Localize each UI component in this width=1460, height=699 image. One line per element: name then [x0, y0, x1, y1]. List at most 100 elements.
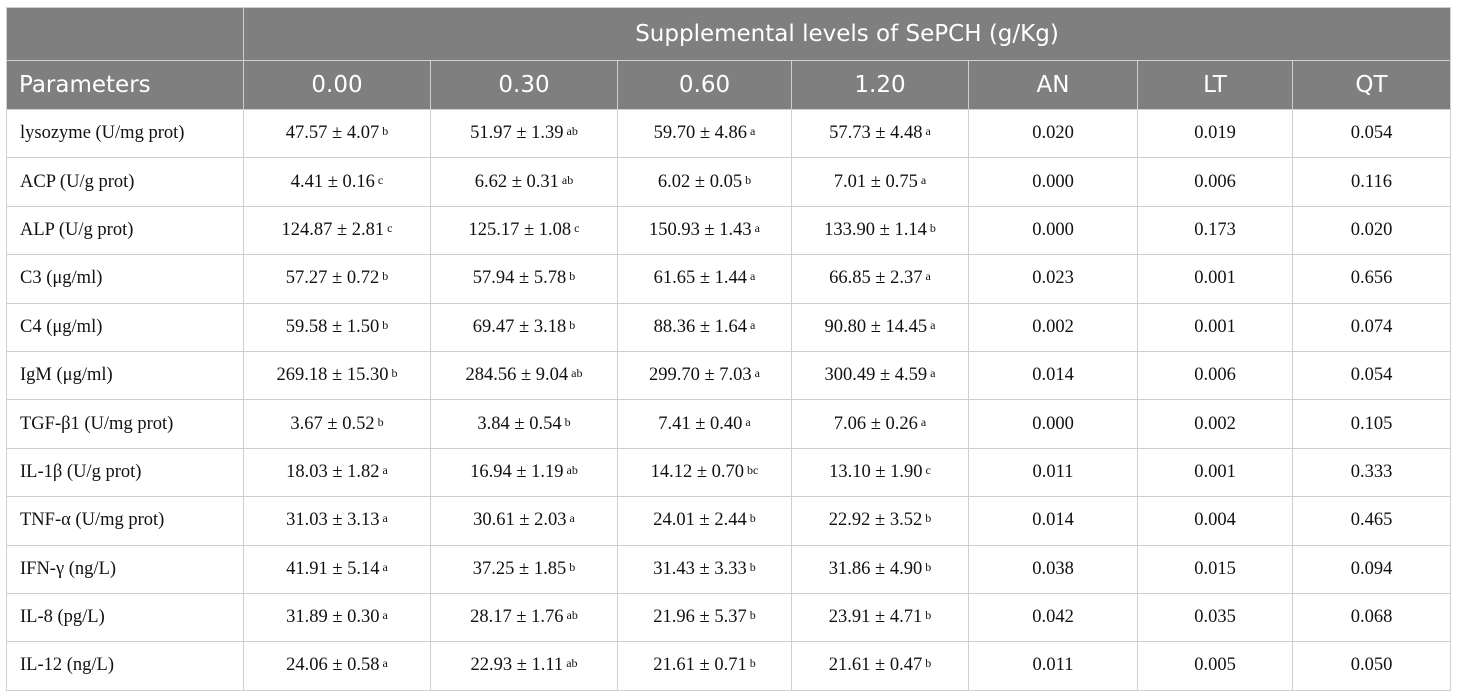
significance-letter: b [925, 608, 932, 623]
an-pvalue-cell: 0.000 [968, 157, 1138, 207]
mean-sd-value: 150.93 ± 1.43 [649, 219, 752, 240]
significance-letter: a [382, 559, 388, 574]
value-cell: 59.58 ± 1.50 b [243, 302, 431, 352]
value-cell: 22.93 ± 1.11 ab [430, 641, 618, 691]
value-cell: 57.73 ± 4.48 a [791, 108, 969, 159]
significance-letter: a [382, 608, 388, 623]
significance-letter: b [925, 656, 932, 671]
qt-pvalue-cell: 0.333 [1292, 447, 1451, 498]
value-cell: 28.17 ± 1.76 ab [430, 592, 618, 643]
lt-pvalue-cell: 0.002 [1137, 399, 1293, 449]
significance-letter: a [750, 124, 756, 139]
table-header: Supplemental levels of SePCH (g/Kg) Para… [6, 7, 1451, 110]
mean-sd-value: 28.17 ± 1.76 [470, 607, 564, 628]
significance-letter: b [749, 511, 756, 526]
mean-sd-value: 30.61 ± 2.03 [473, 510, 567, 531]
mean-sd-value: 4.41 ± 0.16 [290, 171, 375, 192]
table-container: Supplemental levels of SePCH (g/Kg) Para… [6, 7, 1451, 691]
significance-letter: ab [566, 462, 578, 477]
lt-pvalue-cell: 0.173 [1137, 205, 1293, 256]
significance-letter: a [382, 511, 388, 526]
value-cell: 24.01 ± 2.44 b [617, 496, 792, 546]
value-cell: 88.36 ± 1.64 a [617, 302, 792, 352]
significance-letter: a [382, 462, 388, 477]
mean-sd-value: 299.70 ± 7.03 [649, 365, 752, 386]
table-row: C3 (μg/ml) 57.27 ± 0.72 b 57.94 ± 5.78 b 61.6… [6, 254, 1451, 304]
mean-sd-value: 37.25 ± 1.85 [472, 558, 567, 579]
mean-sd-value: 16.94 ± 1.19 [470, 461, 564, 482]
value-cell: 3.67 ± 0.52 b [243, 399, 431, 449]
value-cell: 37.25 ± 1.85 b [430, 544, 618, 594]
significance-letter: b [745, 172, 752, 187]
significance-letter: a [754, 220, 760, 235]
mean-sd-value: 59.70 ± 4.86 [653, 123, 748, 144]
significance-letter: a [925, 269, 931, 284]
lt-pvalue-cell: 0.006 [1137, 350, 1293, 401]
significance-letter: a [920, 414, 927, 429]
mean-sd-value: 31.43 ± 3.33 [653, 558, 747, 579]
group-header: Supplemental levels of SePCH (g/Kg) [243, 7, 1451, 61]
value-cell: 31.43 ± 3.33 b [617, 544, 792, 594]
mean-sd-value: 90.80 ± 14.45 [824, 316, 928, 337]
mean-sd-value: 24.06 ± 0.58 [286, 655, 380, 676]
value-cell: 59.70 ± 4.86 a [617, 108, 792, 159]
mean-sd-value: 22.92 ± 3.52 [828, 510, 923, 531]
column-header-lt: LT [1137, 60, 1293, 110]
significance-letter: a [745, 414, 751, 429]
significance-letter: a [930, 366, 936, 381]
value-cell: 299.70 ± 7.03 a [617, 350, 792, 401]
significance-letter: ab [566, 656, 578, 671]
value-cell: 4.41 ± 0.16 c [243, 157, 431, 207]
significance-letter: b [925, 511, 932, 526]
qt-pvalue-cell: 0.068 [1292, 592, 1451, 643]
header-row-columns: Parameters 0.00 0.30 0.60 1.20 AN LT QT [6, 60, 1451, 110]
lt-pvalue-cell: 0.001 [1137, 302, 1293, 352]
qt-pvalue-cell: 0.074 [1292, 302, 1451, 352]
lt-pvalue-cell: 0.005 [1137, 641, 1293, 691]
significance-letter: b [569, 317, 576, 332]
parameter-cell: C3 (μg/ml) [6, 254, 244, 304]
mean-sd-value: 18.03 ± 1.82 [286, 461, 380, 482]
mean-sd-value: 51.97 ± 1.39 [470, 123, 564, 144]
lt-pvalue-cell: 0.004 [1137, 496, 1293, 546]
qt-pvalue-cell: 0.094 [1292, 544, 1451, 594]
parameter-cell: ALP (U/g prot) [6, 205, 244, 256]
mean-sd-value: 3.84 ± 0.54 [477, 413, 562, 434]
header-row-group: Supplemental levels of SePCH (g/Kg) [6, 7, 1451, 61]
mean-sd-value: 13.10 ± 1.90 [829, 461, 923, 482]
table-row: IFN-γ (ng/L) 41.91 ± 5.14 a 37.25 ± 1.85 b 31… [6, 544, 1451, 594]
parameter-cell: IL-12 (ng/L) [6, 641, 244, 691]
value-cell: 24.06 ± 0.58 a [243, 641, 431, 691]
column-header-an: AN [968, 60, 1138, 110]
significance-letter: a [750, 317, 756, 332]
value-cell: 57.27 ± 0.72 b [243, 254, 431, 304]
value-cell: 3.84 ± 0.54 b [430, 399, 618, 449]
significance-letter: b [569, 559, 576, 574]
value-cell: 7.41 ± 0.40 a [617, 399, 792, 449]
value-cell: 30.61 ± 2.03 a [430, 496, 618, 546]
lt-pvalue-cell: 0.001 [1137, 447, 1293, 498]
parameter-cell: IL-8 (pg/L) [6, 592, 244, 643]
table-row: C4 (μg/ml) 59.58 ± 1.50 b 69.47 ± 3.18 b 88.3… [6, 302, 1451, 352]
parameter-cell: IFN-γ (ng/L) [6, 544, 244, 594]
mean-sd-value: 24.01 ± 2.44 [653, 510, 747, 531]
value-cell: 14.12 ± 0.70 bc [617, 447, 792, 498]
column-header-level-3: 1.20 [791, 60, 969, 110]
value-cell: 31.86 ± 4.90 b [791, 544, 969, 594]
an-pvalue-cell: 0.000 [968, 205, 1138, 256]
value-cell: 16.94 ± 1.19 ab [430, 447, 618, 498]
mean-sd-value: 284.56 ± 9.04 [465, 365, 569, 386]
parameter-cell: TNF-α (U/mg prot) [6, 496, 244, 546]
table-row: ALP (U/g prot) 124.87 ± 2.81 c 125.17 ± 1.0… [6, 205, 1451, 256]
mean-sd-value: 88.36 ± 1.64 [653, 316, 748, 337]
mean-sd-value: 21.61 ± 0.47 [828, 655, 923, 676]
value-cell: 150.93 ± 1.43 a [617, 205, 792, 256]
significance-letter: a [925, 124, 931, 139]
mean-sd-value: 47.57 ± 4.07 [285, 123, 380, 144]
value-cell: 7.06 ± 0.26 a [791, 399, 969, 449]
significance-letter: b [749, 608, 756, 623]
qt-pvalue-cell: 0.020 [1292, 205, 1451, 256]
an-pvalue-cell: 0.042 [968, 592, 1138, 643]
mean-sd-value: 66.85 ± 2.37 [829, 268, 923, 289]
value-cell: 21.61 ± 0.71 b [617, 641, 792, 691]
